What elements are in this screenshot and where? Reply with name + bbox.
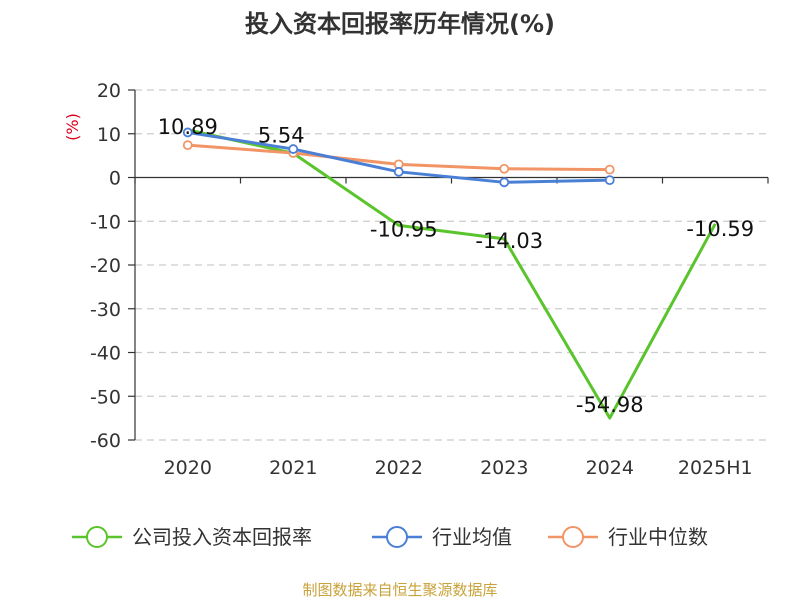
series-point: [288, 144, 299, 154]
x-axis-tick-label: 2020: [164, 457, 212, 479]
series-line: [187, 128, 717, 420]
legend: 公司投入资本回报率 行业均值 行业中位数: [72, 525, 708, 549]
data-label: -10.59: [686, 217, 754, 241]
chart-title: 投入资本回报率历年情况(%): [245, 10, 555, 38]
grid-lines: [135, 89, 768, 441]
y-axis-tick-label: 10: [97, 124, 121, 146]
y-axis-unit-label: (%): [63, 113, 82, 141]
x-axis-tick-label: 2021: [269, 457, 317, 479]
y-axis-tick-label: -50: [90, 386, 121, 408]
x-axis-tick-label: 2022: [375, 457, 423, 479]
legend-swatch-marker: [86, 526, 108, 548]
data-label: -14.03: [475, 229, 543, 253]
y-axis-tick-label: -10: [90, 211, 121, 233]
data-label: -10.95: [370, 217, 438, 241]
x-axis-tick-label: 2025H1: [678, 457, 753, 479]
series-point: [499, 163, 510, 174]
series-point: [182, 140, 193, 151]
data-label: -54.98: [576, 393, 644, 417]
y-axis-tick-label: 20: [97, 80, 121, 102]
y-axis-tick-label: 0: [109, 168, 121, 190]
series-lines: [182, 127, 717, 420]
series-point: [604, 164, 615, 175]
legend-label: 行业中位数: [608, 525, 708, 549]
series-point: [182, 127, 193, 138]
data-label: 10.89: [158, 115, 218, 139]
y-axis-tick-label: -60: [90, 430, 121, 452]
series-point: [393, 166, 404, 177]
legend-swatch-marker: [562, 526, 584, 548]
legend-label: 行业均值: [432, 525, 512, 549]
series-point: [604, 175, 615, 186]
source-note: 制图数据来自恒生聚源数据库: [302, 581, 497, 599]
y-axis-tick-label: -40: [90, 343, 121, 365]
axes: 20 10 0 -10 -20 -30 -40 -50 -60 2020 2021 2022 2023 2…: [90, 80, 769, 479]
legend-swatch-marker: [386, 526, 408, 548]
data-label: 5.54: [258, 123, 305, 147]
x-axis-tick-label: 2023: [480, 457, 528, 479]
data-labels: 10.89 5.54 -10.95 -14.03 -54.98 -10.59: [158, 115, 754, 417]
legend-label: 公司投入资本回报率: [132, 525, 312, 549]
x-axis-tick-label: 2024: [586, 457, 634, 479]
series-point: [499, 177, 510, 188]
y-axis-tick-label: -20: [90, 255, 121, 277]
y-axis-tick-label: -30: [90, 299, 121, 321]
